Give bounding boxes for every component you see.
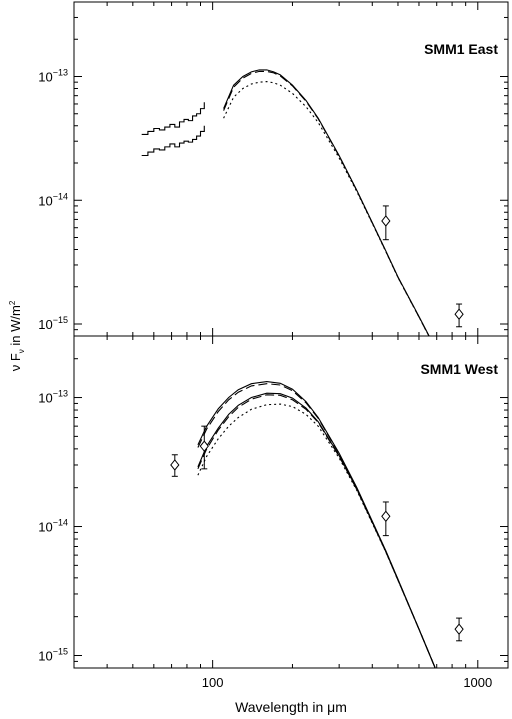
y-tick-mantissa: 10 <box>38 317 52 332</box>
series-line-dashed <box>197 394 436 668</box>
y-tick-label: 10−15 <box>38 647 68 664</box>
y-axis-label-ylabel: ν F <box>8 353 23 371</box>
series-line-solid <box>197 392 436 668</box>
series-line-solid <box>223 69 430 336</box>
y-tick-label: 10−13 <box>38 68 68 85</box>
data-point-diamond <box>170 459 180 471</box>
y-tick-label: 10−13 <box>38 389 68 406</box>
series-line-step <box>141 125 205 157</box>
y-tick-label: 10−14 <box>38 191 68 208</box>
y-tick-label: 10−15 <box>38 315 68 332</box>
y-tick-mantissa: 10 <box>38 391 52 406</box>
data-point-diamond <box>381 510 391 523</box>
y-tick-mantissa: 10 <box>38 649 52 664</box>
series-line-dotted <box>197 403 436 668</box>
data-point-diamond <box>454 623 464 635</box>
y-tick-mantissa: 10 <box>38 193 52 208</box>
y-tick-exponent: −14 <box>53 518 68 528</box>
series-line-dotted <box>223 81 430 336</box>
data-point-diamond <box>199 440 209 452</box>
y-tick-exponent: −15 <box>53 315 68 325</box>
y-tick-exponent: −14 <box>53 191 68 201</box>
panel-label: SMM1 West <box>420 361 498 377</box>
x-tick-label: 100 <box>202 675 224 690</box>
series-line-dashed <box>197 383 436 668</box>
y-axis-label: ν Fν in W/m2 <box>8 300 26 371</box>
y-axis-label-ylabel-sup: 2 <box>8 300 17 305</box>
panel-label: SMM1 East <box>424 41 498 57</box>
series-line-dashed <box>223 70 430 336</box>
panel-frame-2 <box>73 335 509 669</box>
x-tick-label: 1000 <box>463 675 492 690</box>
y-tick-exponent: −13 <box>53 68 68 78</box>
y-tick-exponent: −13 <box>53 389 68 399</box>
x-axis-label: Wavelength in μm <box>235 699 347 715</box>
y-axis-label-ylabel-unit: in W/m <box>8 305 23 349</box>
data-point-diamond <box>381 215 391 227</box>
y-tick-exponent: −15 <box>53 647 68 657</box>
series-line-step <box>141 102 205 136</box>
data-point-diamond <box>454 308 464 321</box>
y-tick-label: 10−14 <box>38 518 68 535</box>
y-axis-label-ylabel-sub: ν <box>17 349 26 353</box>
y-tick-mantissa: 10 <box>38 520 52 535</box>
y-tick-mantissa: 10 <box>38 70 52 85</box>
